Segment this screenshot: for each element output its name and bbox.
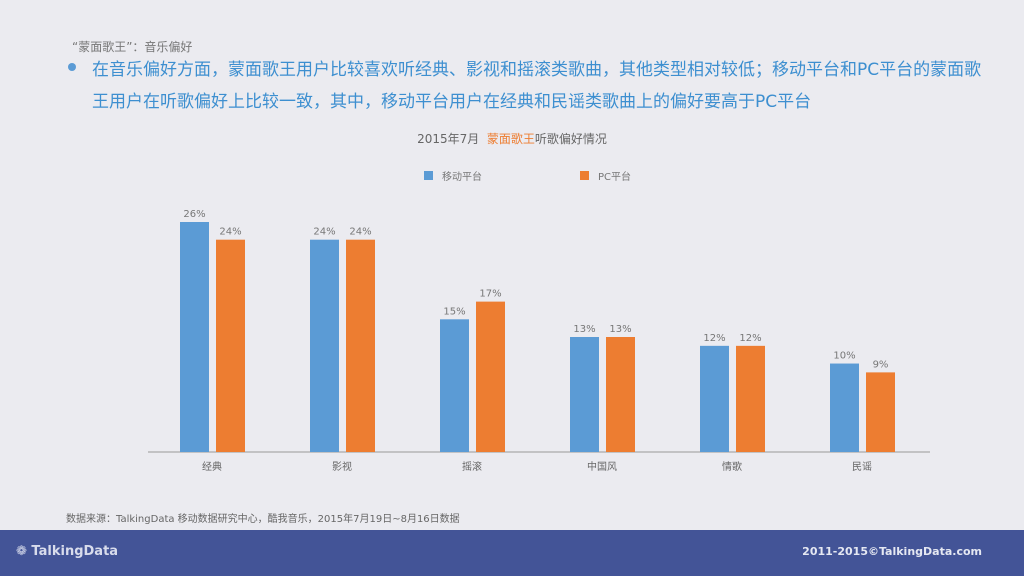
- legend-label: 移动平台: [442, 170, 482, 183]
- category-label: 影视: [332, 460, 352, 473]
- bar: [346, 239, 375, 452]
- bar: [700, 345, 729, 452]
- legend-swatch: [424, 171, 433, 180]
- title-highlight: 蒙面歌王: [486, 132, 535, 146]
- slide-subtitle: “蒙面歌王”：音乐偏好: [72, 40, 193, 54]
- copyright: 2011-2015©TalkingData.com: [802, 545, 982, 558]
- category-label: 情歌: [722, 460, 742, 473]
- category-label: 民谣: [852, 461, 872, 473]
- category-label: 摇滚: [462, 460, 482, 473]
- bar: [570, 337, 599, 452]
- bar: [866, 372, 895, 452]
- data-label: 24%: [349, 227, 371, 238]
- category-label: 经典: [202, 460, 222, 473]
- title-date: 2015年7月: [417, 132, 480, 146]
- data-label: 13%: [573, 324, 595, 335]
- bar: [830, 363, 859, 452]
- legend-label: PC平台: [598, 170, 631, 183]
- bar: [440, 319, 469, 452]
- data-label: 13%: [609, 324, 631, 335]
- data-label: 17%: [479, 289, 501, 300]
- talkingdata-logo: ❁ TalkingData: [16, 544, 119, 559]
- bar: [216, 239, 245, 452]
- bar: [310, 239, 339, 452]
- bar: [736, 345, 765, 452]
- data-label: 12%: [739, 333, 761, 344]
- data-label: 9%: [873, 359, 889, 370]
- data-source: 数据来源：TalkingData 移动数据研究中心，酷我音乐，2015年7月19…: [66, 514, 460, 525]
- category-label: 中国风: [587, 460, 617, 473]
- data-label: 15%: [443, 306, 465, 317]
- footer: ❁ TalkingData 2011-2015©TalkingData.com: [0, 530, 1024, 576]
- legend-swatch: [580, 171, 589, 180]
- data-label: 26%: [183, 209, 205, 220]
- bar: [180, 222, 209, 452]
- data-label: 10%: [833, 351, 855, 362]
- bullet-icon: [68, 63, 76, 71]
- summary-paragraph: 在音乐偏好方面，蒙面歌王用户比较喜欢听经典、影视和摇滚类歌曲，其他类型相对较低；…: [92, 60, 982, 112]
- bar: [476, 301, 505, 452]
- bar: [606, 337, 635, 452]
- data-label: 24%: [219, 227, 241, 238]
- data-label: 24%: [313, 227, 335, 238]
- title-suffix: 听歌偏好情况: [534, 132, 607, 146]
- data-label: 12%: [703, 333, 725, 344]
- chart-title: 2015年7月 蒙面歌王听歌偏好情况: [0, 130, 1024, 147]
